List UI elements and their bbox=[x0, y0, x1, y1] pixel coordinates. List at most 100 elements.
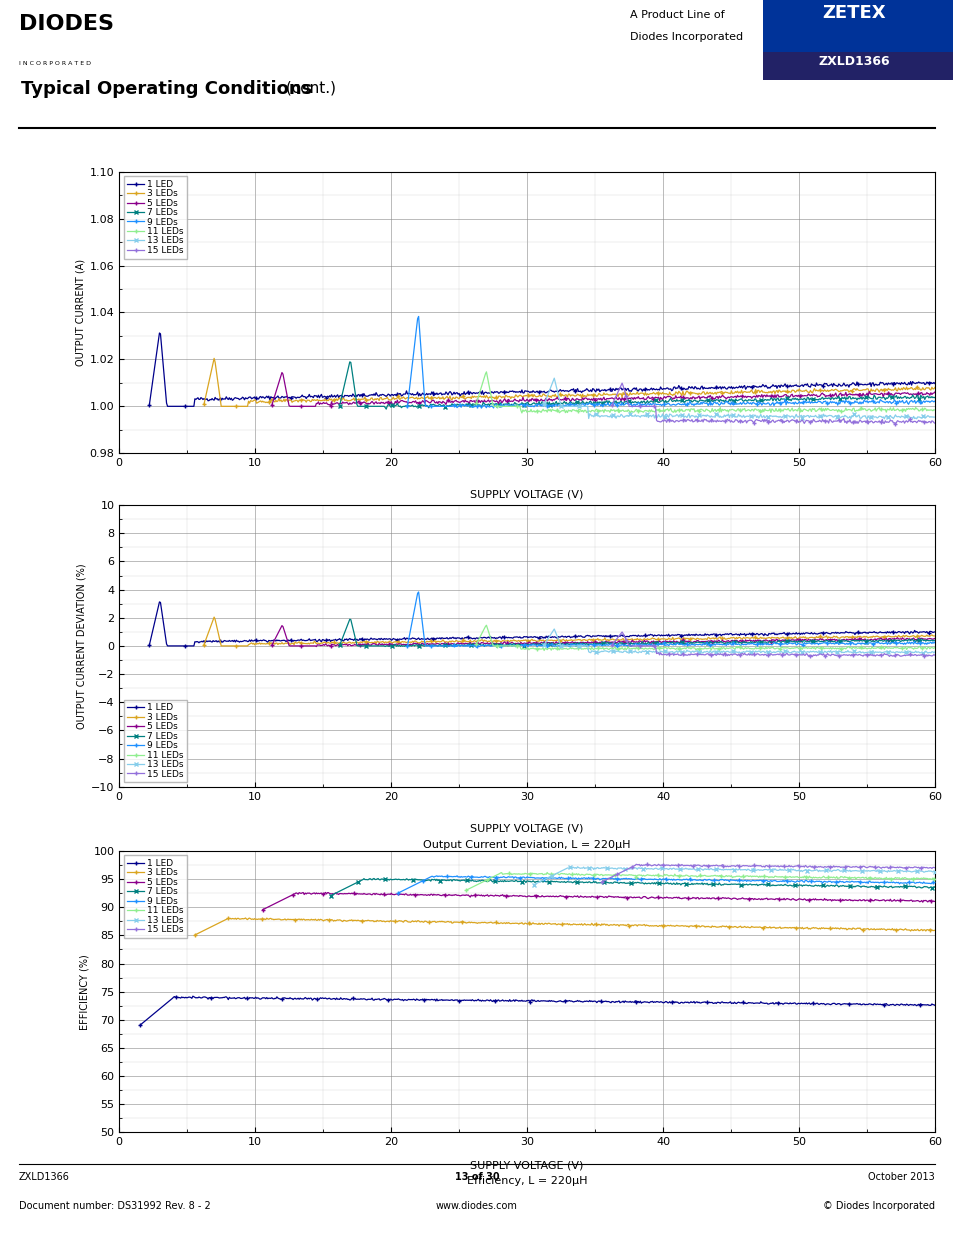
Text: A Product Line of: A Product Line of bbox=[629, 10, 723, 20]
15 LEDs bbox=[596, 874, 607, 889]
9 LEDs bbox=[928, 394, 940, 409]
Text: ZXLD1366: ZXLD1366 bbox=[19, 1172, 70, 1182]
15 LEDs bbox=[806, 650, 818, 664]
7 LEDs bbox=[862, 881, 873, 895]
Text: SUPPLY VOLTAGE (V): SUPPLY VOLTAGE (V) bbox=[470, 1161, 583, 1171]
11 LEDs bbox=[751, 641, 762, 656]
15 LEDs bbox=[774, 414, 785, 429]
1 LED bbox=[608, 382, 619, 396]
Text: Typical Operating Conditions: Typical Operating Conditions bbox=[21, 80, 312, 98]
9 LEDs bbox=[401, 399, 413, 414]
7 LEDs bbox=[334, 398, 345, 412]
15 LEDs bbox=[839, 415, 850, 430]
5 LEDs bbox=[266, 398, 277, 412]
5 LEDs bbox=[319, 885, 331, 900]
5 LEDs bbox=[928, 384, 940, 399]
Text: Output Current Deviation, L = 220μH: Output Current Deviation, L = 220μH bbox=[423, 840, 630, 850]
1 LED bbox=[426, 384, 437, 399]
Line: 11 LEDs: 11 LEDs bbox=[474, 622, 937, 653]
7 LEDs bbox=[710, 877, 721, 892]
15 LEDs bbox=[605, 398, 617, 412]
15 LEDs bbox=[835, 648, 846, 663]
7 LEDs bbox=[379, 640, 391, 655]
9 LEDs bbox=[470, 640, 481, 655]
11 LEDs bbox=[547, 867, 558, 882]
Text: SUPPLY VOLTAGE (V): SUPPLY VOLTAGE (V) bbox=[470, 824, 583, 834]
3 LEDs bbox=[928, 629, 940, 643]
5 LEDs bbox=[756, 388, 767, 403]
3 LEDs bbox=[862, 923, 874, 937]
15 LEDs bbox=[917, 860, 928, 874]
15 LEDs bbox=[653, 647, 664, 662]
11 LEDs bbox=[781, 869, 793, 884]
5 LEDs bbox=[928, 894, 940, 909]
3 LEDs bbox=[413, 390, 424, 405]
3 LEDs bbox=[413, 636, 424, 651]
5 LEDs bbox=[798, 892, 809, 906]
Text: ZXLD1366: ZXLD1366 bbox=[817, 54, 889, 68]
5 LEDs bbox=[827, 389, 839, 404]
1 LED bbox=[144, 637, 155, 652]
7 LEDs bbox=[928, 390, 940, 405]
13 LEDs bbox=[645, 409, 657, 424]
13 LEDs bbox=[767, 409, 779, 424]
1 LED bbox=[383, 631, 395, 646]
Bar bbox=[762, 0, 953, 52]
5 LEDs bbox=[645, 889, 657, 904]
1 LED bbox=[153, 326, 165, 341]
5 LEDs bbox=[318, 396, 330, 411]
Text: Document number: DS31992 Rev. 8 - 2: Document number: DS31992 Rev. 8 - 2 bbox=[19, 1202, 211, 1212]
13 LEDs bbox=[560, 399, 572, 414]
1 LED bbox=[742, 627, 754, 642]
3 LEDs bbox=[189, 927, 200, 942]
15 LEDs bbox=[928, 861, 940, 876]
9 LEDs bbox=[758, 873, 769, 888]
9 LEDs bbox=[413, 309, 424, 324]
3 LEDs bbox=[382, 391, 394, 406]
Y-axis label: EFFICIENCY (%): EFFICIENCY (%) bbox=[79, 953, 90, 1030]
11 LEDs bbox=[480, 618, 492, 632]
15 LEDs bbox=[928, 648, 940, 663]
15 LEDs bbox=[774, 646, 785, 661]
Line: 11 LEDs: 11 LEDs bbox=[463, 871, 937, 893]
1 LED bbox=[153, 594, 165, 609]
13 LEDs bbox=[592, 860, 603, 874]
5 LEDs bbox=[311, 640, 322, 655]
1 LED bbox=[928, 377, 940, 391]
11 LEDs bbox=[860, 641, 871, 656]
Text: DIODES: DIODES bbox=[19, 15, 114, 35]
9 LEDs bbox=[803, 636, 815, 651]
9 LEDs bbox=[425, 399, 436, 414]
Line: 3 LEDs: 3 LEDs bbox=[201, 615, 937, 648]
3 LEDs bbox=[762, 384, 774, 399]
Text: Output Current, L = 220μH: Output Current, L = 220μH bbox=[452, 506, 601, 516]
9 LEDs bbox=[413, 584, 424, 599]
7 LEDs bbox=[570, 637, 581, 652]
9 LEDs bbox=[497, 638, 509, 653]
5 LEDs bbox=[898, 893, 909, 908]
1 LED bbox=[134, 1018, 146, 1032]
5 LEDs bbox=[276, 366, 288, 380]
9 LEDs bbox=[928, 635, 940, 650]
7 LEDs bbox=[808, 878, 820, 893]
15 LEDs bbox=[889, 417, 901, 432]
11 LEDs bbox=[470, 396, 481, 411]
Line: 3 LEDs: 3 LEDs bbox=[201, 356, 937, 409]
1 LED bbox=[162, 399, 173, 414]
9 LEDs bbox=[431, 868, 442, 883]
7 LEDs bbox=[686, 394, 698, 409]
Line: 7 LEDs: 7 LEDs bbox=[328, 876, 937, 898]
13 LEDs bbox=[768, 645, 780, 659]
1 LED bbox=[928, 625, 940, 640]
Legend: 1 LED, 3 LEDs, 5 LEDs, 7 LEDs, 9 LEDs, 11 LEDs, 13 LEDs, 15 LEDs: 1 LED, 3 LEDs, 5 LEDs, 7 LEDs, 9 LEDs, 1… bbox=[124, 856, 187, 937]
11 LEDs bbox=[624, 406, 636, 421]
Line: 13 LEDs: 13 LEDs bbox=[541, 375, 937, 421]
15 LEDs bbox=[616, 375, 627, 390]
5 LEDs bbox=[860, 634, 871, 648]
9 LEDs bbox=[425, 638, 436, 653]
Y-axis label: OUTPUT CURRENT (A): OUTPUT CURRENT (A) bbox=[75, 259, 85, 366]
13 LEDs bbox=[928, 864, 940, 879]
11 LEDs bbox=[745, 869, 757, 884]
Line: 5 LEDs: 5 LEDs bbox=[269, 624, 937, 648]
7 LEDs bbox=[636, 395, 647, 410]
